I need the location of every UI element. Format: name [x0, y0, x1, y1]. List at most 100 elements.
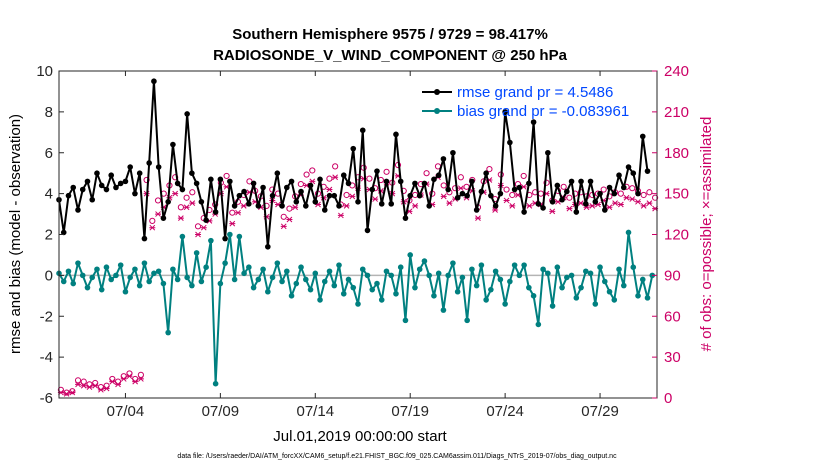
rmse-point [378, 201, 385, 207]
obs-possible-point [452, 185, 459, 192]
bias-point [326, 268, 333, 275]
bias-point [127, 274, 133, 281]
obs-possible-point [457, 174, 464, 181]
bias-point [492, 268, 499, 275]
bias-point [198, 278, 205, 285]
obs-assimilated-point [617, 201, 624, 208]
bias-point [573, 295, 580, 301]
obs-possible-point [286, 205, 293, 212]
x-tick-label: 07/04 [107, 403, 145, 420]
rmse-point [426, 203, 432, 209]
bias-point [488, 286, 494, 293]
rmse-point [416, 192, 423, 199]
bias-point [212, 380, 219, 387]
bias-point [454, 288, 461, 295]
bias-point [94, 266, 100, 273]
rmse-point [364, 227, 371, 234]
obs-possible-point [189, 189, 196, 196]
rmse-point [545, 149, 551, 156]
bias-point [312, 270, 319, 277]
bias-point [155, 268, 162, 275]
bias-point [421, 258, 428, 264]
rmse-point [464, 192, 470, 199]
bias-point [65, 268, 72, 275]
bias-point [388, 272, 395, 279]
bias-point [170, 266, 176, 273]
rmse-point [65, 192, 72, 199]
obs-assimilated-point [326, 186, 333, 193]
x-tick-label: 07/14 [297, 403, 335, 420]
obs-possible-point [560, 183, 567, 190]
bias-point [60, 278, 67, 285]
obs-assimilated-point [177, 215, 184, 222]
bias-point [132, 266, 138, 273]
rmse-point [350, 145, 357, 152]
bias-point [189, 282, 195, 289]
obs-possible-point [520, 172, 527, 180]
obs-assimilated-point [503, 197, 510, 204]
obs-assimilated-point [634, 198, 641, 205]
bias-point [526, 284, 532, 291]
bias-point [160, 280, 167, 287]
legend: rmse grand pr = 4.5486 bias grand pr = -… [422, 84, 629, 120]
rmse-point [459, 190, 466, 197]
bias-point [578, 284, 584, 291]
rmse-point [298, 188, 304, 195]
rmse-point [488, 192, 494, 199]
right-y-axis-label: # of obs: o=possible; ×=assimilated [698, 117, 715, 352]
bias-point [583, 268, 589, 275]
obs-assimilated-point [446, 200, 453, 207]
bias-point [108, 276, 115, 283]
obs-possible-point [366, 175, 373, 182]
bias-series [56, 229, 656, 387]
obs-assimilated-point [92, 382, 99, 389]
bias-point [364, 272, 371, 279]
obs-assimilated-point [280, 223, 287, 230]
rmse-point [336, 203, 342, 209]
x-axis-label: Jul.01,2019 00:00:00 start [273, 428, 447, 445]
bias-point [250, 284, 257, 291]
rmse-point [103, 186, 110, 193]
rmse-point [198, 199, 205, 205]
obs-assimilated-point [155, 211, 162, 217]
bias-point [179, 233, 186, 240]
rmse-point [326, 192, 333, 199]
left-y-tick-label: 6 [45, 145, 53, 162]
obs-possible-point [309, 167, 316, 174]
rmse-point [383, 178, 390, 185]
right-y-tick-label: 120 [664, 227, 689, 244]
rmse-point [483, 170, 489, 176]
rmse-point [127, 164, 133, 170]
bias-point [597, 264, 603, 271]
obs-possible-point [154, 197, 162, 204]
bias-point [635, 293, 641, 299]
obs-assimilated-point [372, 196, 379, 202]
obs-possible-point [440, 182, 447, 189]
obs-possible-point [303, 171, 310, 178]
obs-possible-point [383, 168, 390, 175]
legend-rmse-label: rmse grand pr = 4.5486 [457, 84, 613, 101]
bias-point [165, 329, 171, 336]
rmse-point [530, 119, 537, 125]
obs-assimilated-point [240, 203, 247, 209]
bias-point [497, 276, 504, 283]
obs-assimilated-point [612, 200, 619, 207]
bias-point [317, 297, 323, 303]
rmse-point [469, 178, 475, 185]
rmse-point [279, 203, 285, 209]
bias-point [279, 278, 285, 285]
left-y-tick-label: -4 [40, 349, 53, 366]
rmse-point [393, 131, 399, 138]
obs-assimilated-point [172, 190, 179, 197]
bias-point [393, 290, 399, 297]
rmse-point [231, 203, 238, 209]
rmse-point [89, 196, 96, 203]
bias-point [397, 264, 404, 271]
obs-possible-point [617, 190, 624, 197]
obs-possible-point [423, 170, 430, 177]
bias-point [464, 317, 470, 324]
obs-possible-point [63, 389, 70, 396]
rmse-point [473, 207, 480, 213]
rmse-point [293, 199, 300, 205]
left-y-axis-label: rmse and bias (model - observation) [7, 114, 24, 354]
